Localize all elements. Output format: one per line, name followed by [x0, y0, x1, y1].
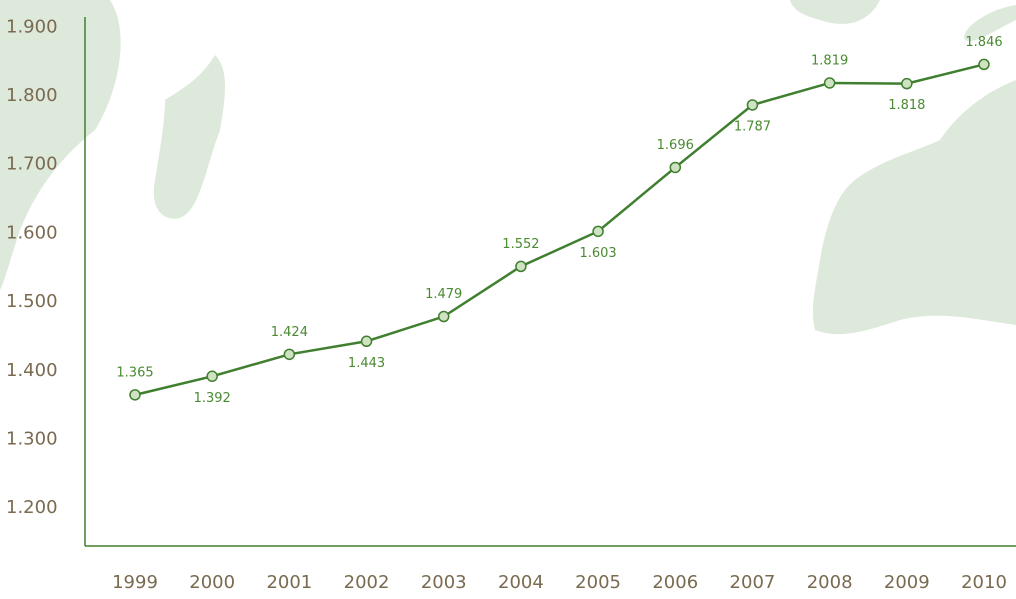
marker: [669, 161, 682, 174]
marker: [360, 335, 373, 348]
map-background: [0, 0, 1016, 335]
marker: [823, 77, 836, 89]
data-label: 1.787: [734, 119, 771, 134]
line: [134, 63, 985, 397]
x-tick-label: 2005: [575, 572, 621, 593]
x-tick-label: 2006: [652, 572, 698, 593]
data-label: 1.603: [579, 246, 616, 261]
x-tick-label: 2002: [344, 572, 390, 593]
x-tick-label: 2007: [730, 572, 776, 593]
marker: [129, 389, 141, 401]
x-tick-label: 2001: [266, 572, 312, 593]
y-tick-label: 1.800: [6, 85, 58, 106]
x-tick-label: 2004: [498, 572, 544, 593]
marker: [206, 370, 218, 383]
marker: [746, 99, 759, 111]
x-tick-label: 2003: [421, 572, 467, 593]
x-tick-label: 2008: [807, 572, 853, 593]
data-label: 1.818: [888, 98, 925, 113]
y-tick-label: 1.600: [6, 222, 58, 243]
y-tick-label: 1.900: [6, 16, 58, 37]
data-label: 1.479: [425, 287, 462, 302]
y-tick-label: 1.700: [6, 154, 58, 175]
y-tick-label: 1.400: [6, 360, 58, 381]
data-label: 1.846: [965, 35, 1002, 50]
data-label: 1.365: [116, 365, 153, 380]
marker: [901, 77, 913, 90]
data-label: 1.819: [811, 53, 848, 68]
x-tick-label: 1999: [112, 572, 158, 593]
y-tick-label: 1.200: [6, 497, 58, 518]
x-tick-label: 2000: [189, 572, 235, 593]
marker: [592, 225, 604, 238]
data-label: 1.424: [271, 325, 308, 340]
data-label: 1.443: [348, 356, 385, 371]
marker: [437, 310, 450, 323]
marker: [515, 260, 527, 273]
data-label: 1.552: [502, 237, 539, 252]
y-tick-label: 1.500: [6, 291, 58, 312]
y-tick-label: 1.300: [6, 429, 58, 450]
data-label: 1.392: [194, 391, 231, 406]
marker: [283, 348, 296, 361]
x-tick-label: 2009: [884, 572, 930, 593]
marker: [978, 58, 990, 71]
data-label: 1.696: [657, 138, 694, 153]
x-tick-label: 2010: [961, 572, 1007, 593]
